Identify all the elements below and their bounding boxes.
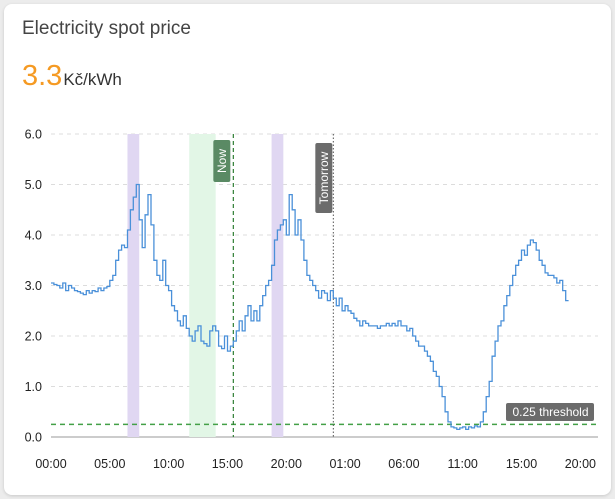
threshold-label-box	[506, 403, 594, 421]
y-tick-label: 3.0	[25, 279, 42, 293]
tomorrow-label-box	[315, 143, 333, 213]
tomorrow-label: Tomorrow	[317, 151, 331, 204]
y-tick-label: 6.0	[25, 128, 42, 142]
y-tick-label: 1.0	[25, 380, 42, 394]
now-label: Now	[215, 149, 229, 173]
price-unit: Kč/kWh	[63, 70, 122, 89]
x-tick-label: 01:00	[329, 457, 360, 471]
y-tick-label: 5.0	[25, 178, 42, 192]
price-series-line	[51, 183, 569, 431]
x-tick-label: 06:00	[388, 457, 419, 471]
x-tick-label: 15:00	[212, 457, 243, 471]
x-tick-label: 11:00	[448, 457, 478, 471]
x-tick-label: 05:00	[94, 457, 125, 471]
y-tick-label: 2.0	[25, 330, 42, 344]
y-tick-label: 4.0	[25, 229, 42, 243]
low-price-band	[189, 134, 216, 437]
x-tick-label: 00:00	[35, 457, 66, 471]
x-tick-label: 15:00	[506, 457, 537, 471]
card-title: Electricity spot price	[22, 18, 191, 39]
peak-price-band	[127, 134, 140, 437]
x-tick-label: 10:00	[153, 457, 184, 471]
x-tick-label: 20:00	[565, 457, 596, 471]
x-tick-label: 20:00	[271, 457, 302, 471]
now-label-box	[213, 140, 231, 182]
peak-price-band	[271, 134, 284, 437]
y-tick-label: 0.0	[25, 431, 42, 445]
price-value: 3.3	[22, 60, 63, 92]
current-price: 3.3Kč/kWh	[22, 60, 122, 93]
threshold-label: 0.25 threshold	[512, 405, 588, 419]
